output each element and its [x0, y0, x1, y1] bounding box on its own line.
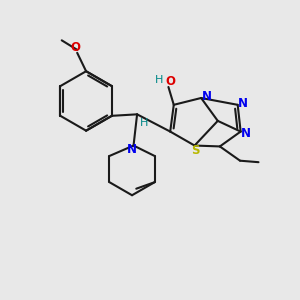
- Text: N: N: [127, 142, 137, 156]
- Text: H: H: [155, 76, 163, 85]
- Text: S: S: [191, 144, 200, 158]
- Text: N: N: [202, 90, 212, 103]
- Text: O: O: [165, 75, 175, 88]
- Text: N: N: [238, 97, 248, 110]
- Text: O: O: [71, 41, 81, 54]
- Text: H: H: [140, 118, 148, 128]
- Text: N: N: [241, 127, 251, 140]
